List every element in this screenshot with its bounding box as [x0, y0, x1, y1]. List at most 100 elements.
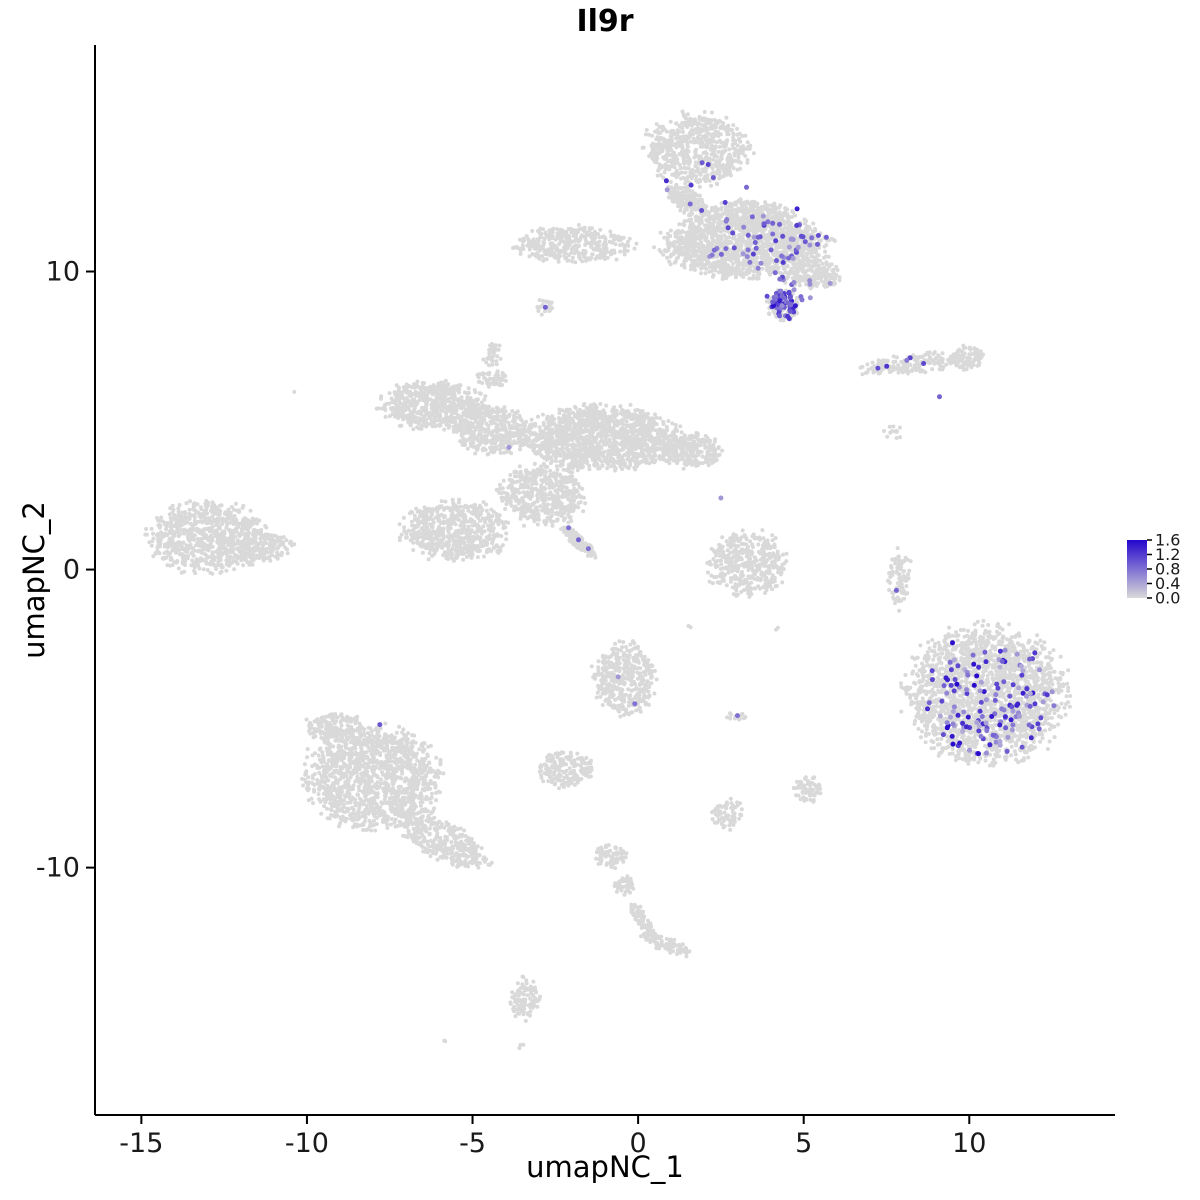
cell-point	[580, 259, 585, 264]
cell-point	[679, 176, 683, 181]
cell-point	[703, 166, 708, 171]
cell-point	[759, 205, 764, 210]
cell-point	[767, 266, 772, 271]
cell-point	[519, 433, 524, 438]
cell-point	[514, 441, 519, 445]
cell-point	[709, 110, 714, 115]
cell-point	[534, 254, 539, 259]
cell-point	[404, 388, 409, 393]
cell-point	[710, 166, 715, 171]
cell-point	[494, 405, 499, 410]
cell-point	[696, 193, 701, 198]
cell-point	[714, 208, 719, 213]
cell-point	[417, 426, 421, 431]
cell-point	[720, 267, 725, 272]
cell-point	[763, 242, 768, 247]
cell-point	[784, 250, 789, 255]
cell-point	[399, 413, 404, 418]
cell-point	[668, 119, 673, 124]
cell-point	[976, 363, 981, 368]
cell-point	[543, 252, 548, 257]
cell-point	[802, 221, 807, 226]
cell-point	[473, 451, 478, 456]
cell-point	[682, 265, 687, 270]
cell-point	[712, 260, 717, 265]
cell-point	[733, 271, 738, 276]
cell-point	[593, 256, 598, 261]
cell-point	[858, 365, 863, 370]
cell-point	[704, 258, 709, 263]
cell-point	[503, 427, 508, 431]
cell-point	[622, 252, 627, 257]
cell-point	[806, 248, 811, 252]
cell-point	[866, 367, 871, 372]
cell-point	[556, 259, 561, 264]
cell-point	[441, 381, 446, 386]
cell-point	[409, 394, 413, 399]
cell-point	[536, 414, 540, 419]
cell-point	[808, 250, 813, 255]
cell-point	[697, 132, 702, 137]
cell-point	[681, 196, 686, 201]
cell-point	[479, 405, 484, 409]
cell-point	[695, 198, 700, 202]
cell-point	[539, 244, 544, 249]
cell-point	[562, 248, 567, 253]
cell-point	[940, 358, 945, 363]
cell-point	[685, 140, 690, 145]
cell-point	[729, 267, 734, 272]
cell-point	[666, 244, 671, 249]
cell-point	[707, 178, 712, 183]
cell-point	[674, 182, 679, 187]
cell-point	[666, 195, 671, 200]
cell-point	[445, 398, 450, 403]
cell-point	[704, 138, 709, 143]
cell-point	[701, 229, 706, 234]
cell-point	[474, 397, 479, 402]
cell-point	[506, 420, 511, 425]
cell-point	[684, 207, 689, 212]
cell-point	[412, 416, 417, 421]
cell-point	[898, 435, 903, 440]
cell-point	[549, 300, 554, 305]
cell-point	[805, 228, 810, 233]
cell-point	[655, 128, 660, 133]
cell-point	[740, 217, 744, 222]
cell-point	[698, 236, 703, 241]
cell-point	[671, 191, 676, 196]
cell-point	[686, 189, 691, 194]
cell-point	[728, 160, 733, 165]
cell-point	[658, 173, 663, 178]
cell-point	[891, 354, 896, 359]
cell-point	[731, 132, 736, 137]
cell-point	[502, 419, 507, 424]
cell-point	[689, 169, 694, 174]
cell-point	[731, 135, 736, 140]
cell-point	[567, 242, 572, 247]
cell-point	[900, 366, 905, 371]
cell-point	[802, 217, 807, 222]
cell-point	[518, 251, 523, 256]
cell-point	[954, 362, 959, 367]
cell-point	[446, 382, 451, 387]
cell-point	[618, 237, 623, 242]
cell-point	[577, 407, 582, 412]
cell-point	[715, 182, 720, 187]
cell-point	[811, 279, 816, 284]
cell-point	[480, 447, 485, 452]
cell-point	[411, 427, 416, 432]
cell-point	[670, 241, 675, 246]
x-tick-label: -5	[459, 1128, 486, 1159]
cell-point	[961, 343, 966, 348]
cell-point	[915, 359, 920, 364]
cell-point	[756, 276, 761, 281]
cell-point	[389, 407, 394, 412]
cell-point	[673, 171, 678, 176]
cell-point	[727, 152, 732, 157]
cell-point	[964, 367, 969, 372]
cell-point	[693, 191, 698, 196]
cell-point	[714, 122, 719, 126]
y-tick-label: 0	[63, 555, 80, 586]
cell-point	[668, 228, 673, 233]
cell-point	[916, 355, 921, 359]
